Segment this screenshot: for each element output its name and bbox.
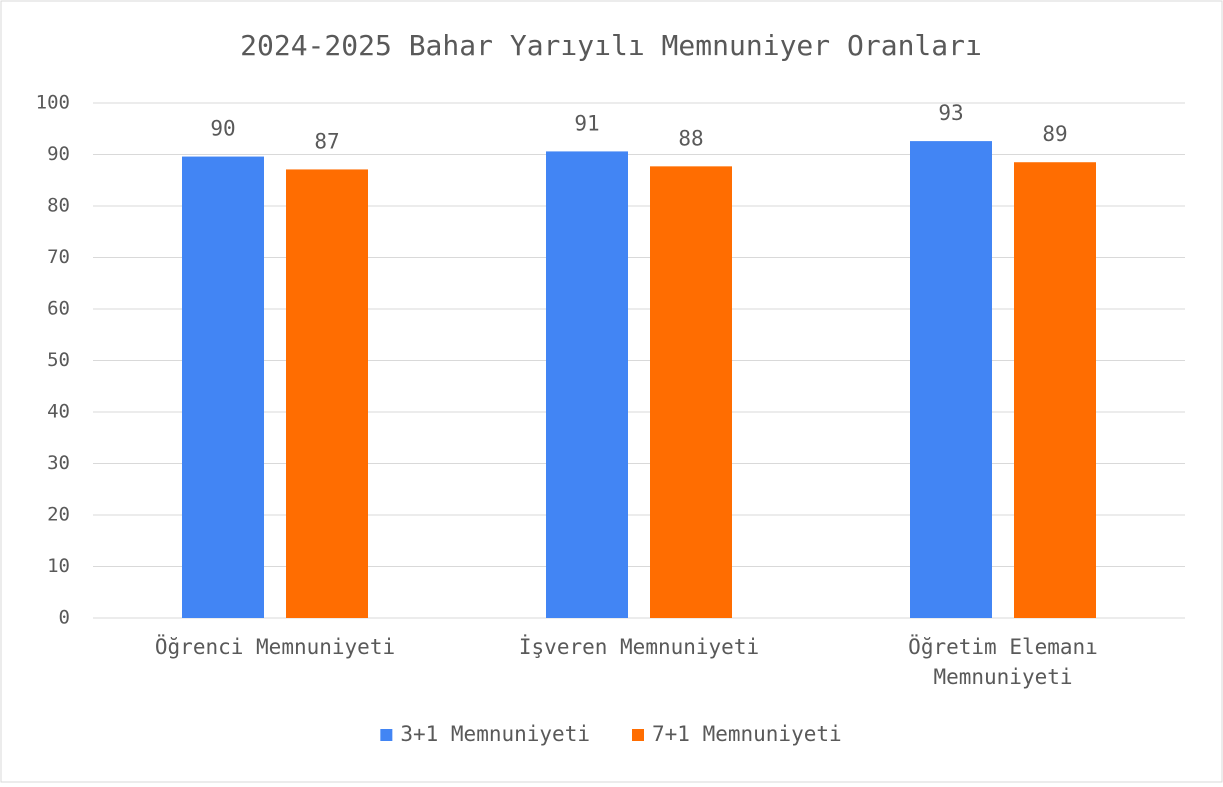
bar — [650, 166, 732, 618]
legend-swatch — [632, 729, 644, 741]
y-tick-label: 70 — [47, 246, 70, 268]
y-tick-label: 80 — [47, 195, 70, 217]
bar — [546, 151, 628, 618]
bar — [1014, 162, 1096, 618]
legend-label: 7+1 Memnuniyeti — [652, 722, 842, 746]
chart-title: 2024-2025 Bahar Yarıyılı Memnuniyer Oran… — [240, 29, 982, 62]
legend-label: 3+1 Memnuniyeti — [400, 722, 590, 746]
value-label: 90 — [210, 117, 235, 141]
y-tick-label: 60 — [47, 298, 70, 320]
y-tick-label: 40 — [47, 401, 70, 423]
y-tick-label: 30 — [47, 452, 70, 474]
value-label: 87 — [314, 129, 339, 153]
y-tick-label: 90 — [47, 143, 70, 165]
bar — [910, 141, 992, 619]
y-tick-label: 50 — [47, 349, 70, 371]
value-label: 89 — [1042, 122, 1067, 146]
value-label: 91 — [574, 111, 599, 135]
x-tick-label: Öğrenci Memnuniyeti — [155, 634, 395, 659]
x-tick-label: Öğretim Elemanı Memnuniyeti — [908, 634, 1098, 689]
legend-swatch — [380, 729, 393, 741]
x-tick-label: İşveren Memnuniyeti — [519, 634, 759, 659]
bar — [286, 169, 368, 618]
value-label: 93 — [938, 101, 963, 125]
y-tick-label: 100 — [36, 92, 70, 114]
bar — [182, 156, 264, 618]
y-tick-label: 10 — [47, 555, 70, 577]
y-tick-label: 0 — [59, 607, 70, 629]
legend: 3+1 Memnuniyeti 7+1 Memnuniyeti — [380, 722, 842, 746]
y-tick-label: 20 — [47, 504, 70, 526]
value-label: 88 — [678, 126, 703, 150]
